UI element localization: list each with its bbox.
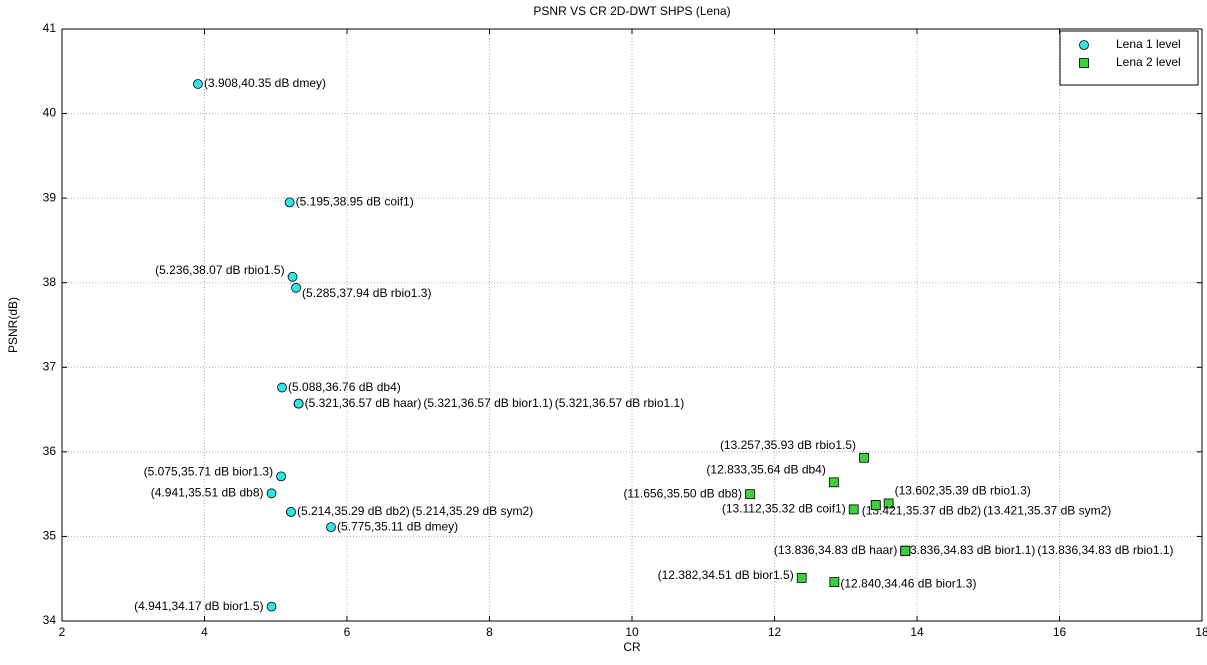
- x-tick-label: 6: [344, 625, 351, 639]
- y-axis-label: PSNR(dB): [6, 297, 20, 353]
- legend-marker: [1079, 40, 1089, 50]
- x-tick-label: 14: [910, 625, 924, 639]
- data-label: (3.908,40.35 dB dmey): [204, 76, 326, 90]
- y-tick-label: 40: [43, 106, 57, 120]
- data-label: (5.321,36.57 dB haar): [305, 396, 422, 410]
- y-tick-label: 38: [43, 275, 57, 289]
- scatter-point: [900, 545, 911, 556]
- scatter-point: [193, 79, 203, 89]
- data-label: (5.321,36.57 dB bior1.1): [423, 396, 552, 410]
- y-tick-label: 39: [43, 190, 57, 204]
- y-tick-label: 35: [43, 529, 57, 543]
- scatter-point: [277, 382, 287, 393]
- scatter-point: [745, 489, 755, 500]
- data-label: (13.836,34.83 dB bior1.1): [899, 543, 1035, 557]
- y-tick-label: 41: [43, 21, 57, 35]
- data-label: (5.088,36.76 dB db4): [288, 380, 401, 394]
- x-tick-label: 18: [1195, 625, 1207, 639]
- scatter-point: [266, 601, 277, 612]
- data-label: (5.236,38.07 dB rbio1.5): [155, 263, 284, 277]
- y-tick-label: 37: [43, 359, 57, 373]
- data-label: (5.214,35.29 dB db2): [297, 504, 410, 518]
- x-tick-label: 16: [1053, 625, 1067, 639]
- scatter-point: [326, 522, 336, 533]
- legend-label: Lena 1 level: [1116, 37, 1181, 51]
- scatter-point: [870, 500, 881, 511]
- scatter-point: [829, 577, 840, 587]
- y-tick-label: 36: [43, 444, 57, 458]
- data-label: (13.257,35.93 dB rbio1.5): [720, 438, 856, 452]
- x-axis-label: CR: [623, 640, 641, 654]
- x-tick-label: 12: [768, 625, 782, 639]
- scatter-point: [284, 197, 295, 208]
- legend-box: [1059, 30, 1199, 86]
- data-label: (5.321,36.57 dB rbio1.1): [555, 396, 684, 410]
- scatter-point: [828, 477, 839, 488]
- data-label: (12.382,34.51 dB bior1.5): [658, 568, 794, 582]
- scatter-point: [293, 398, 304, 409]
- x-tick-label: 8: [486, 625, 493, 639]
- data-label: (5.075,35.71 dB bior1.3): [144, 465, 273, 479]
- data-label: (13.602,35.39 dB rbio1.3): [895, 484, 1031, 498]
- scatter-point: [276, 471, 286, 482]
- scatter-point: [848, 504, 859, 515]
- data-label: (4.941,34.17 dB bior1.5): [134, 599, 263, 613]
- data-label: (12.840,34.46 dB bior1.3): [840, 576, 976, 590]
- scatter-point: [286, 507, 296, 517]
- data-label: (5.285,37.94 dB rbio1.3): [302, 286, 431, 300]
- scatter-point: [859, 452, 869, 463]
- legend-label: Lena 2 level: [1116, 55, 1181, 69]
- x-tick-label: 2: [59, 625, 66, 639]
- data-label: (13.836,34.83 dB rbio1.1): [1037, 543, 1173, 557]
- x-tick-label: 4: [201, 625, 208, 639]
- data-label: (5.214,35.29 dB sym2): [412, 504, 533, 518]
- chart-title: PSNR VS CR 2D-DWT SHPS (Lena): [533, 4, 730, 18]
- data-label: (13.836,34.83 dB haar): [774, 543, 897, 557]
- data-label: (4.941,35.51 dB db8): [151, 485, 264, 499]
- data-label: (11.656,35.50 dB db8): [623, 486, 742, 500]
- scatter-point: [796, 572, 807, 583]
- y-tick-label: 34: [43, 613, 57, 627]
- scatter-point: [291, 282, 301, 293]
- data-label: (5.775,35.11 dB dmey): [337, 519, 458, 533]
- data-label: (13.421,35.37 dB db2): [862, 503, 981, 517]
- data-label: (5.195,38.95 dB coif1): [296, 195, 414, 209]
- scatter-point: [883, 498, 894, 509]
- data-label: (12.833,35.64 dB db4): [706, 462, 825, 476]
- scatter-point: [266, 488, 277, 499]
- x-tick-label: 10: [625, 625, 639, 639]
- legend-marker: [1079, 58, 1089, 68]
- plot-frame: [61, 28, 1203, 622]
- data-label: (13.421,35.37 dB sym2): [983, 503, 1111, 517]
- data-label: (13.112,35.32 dB coif1): [722, 502, 846, 516]
- scatter-point: [287, 271, 298, 282]
